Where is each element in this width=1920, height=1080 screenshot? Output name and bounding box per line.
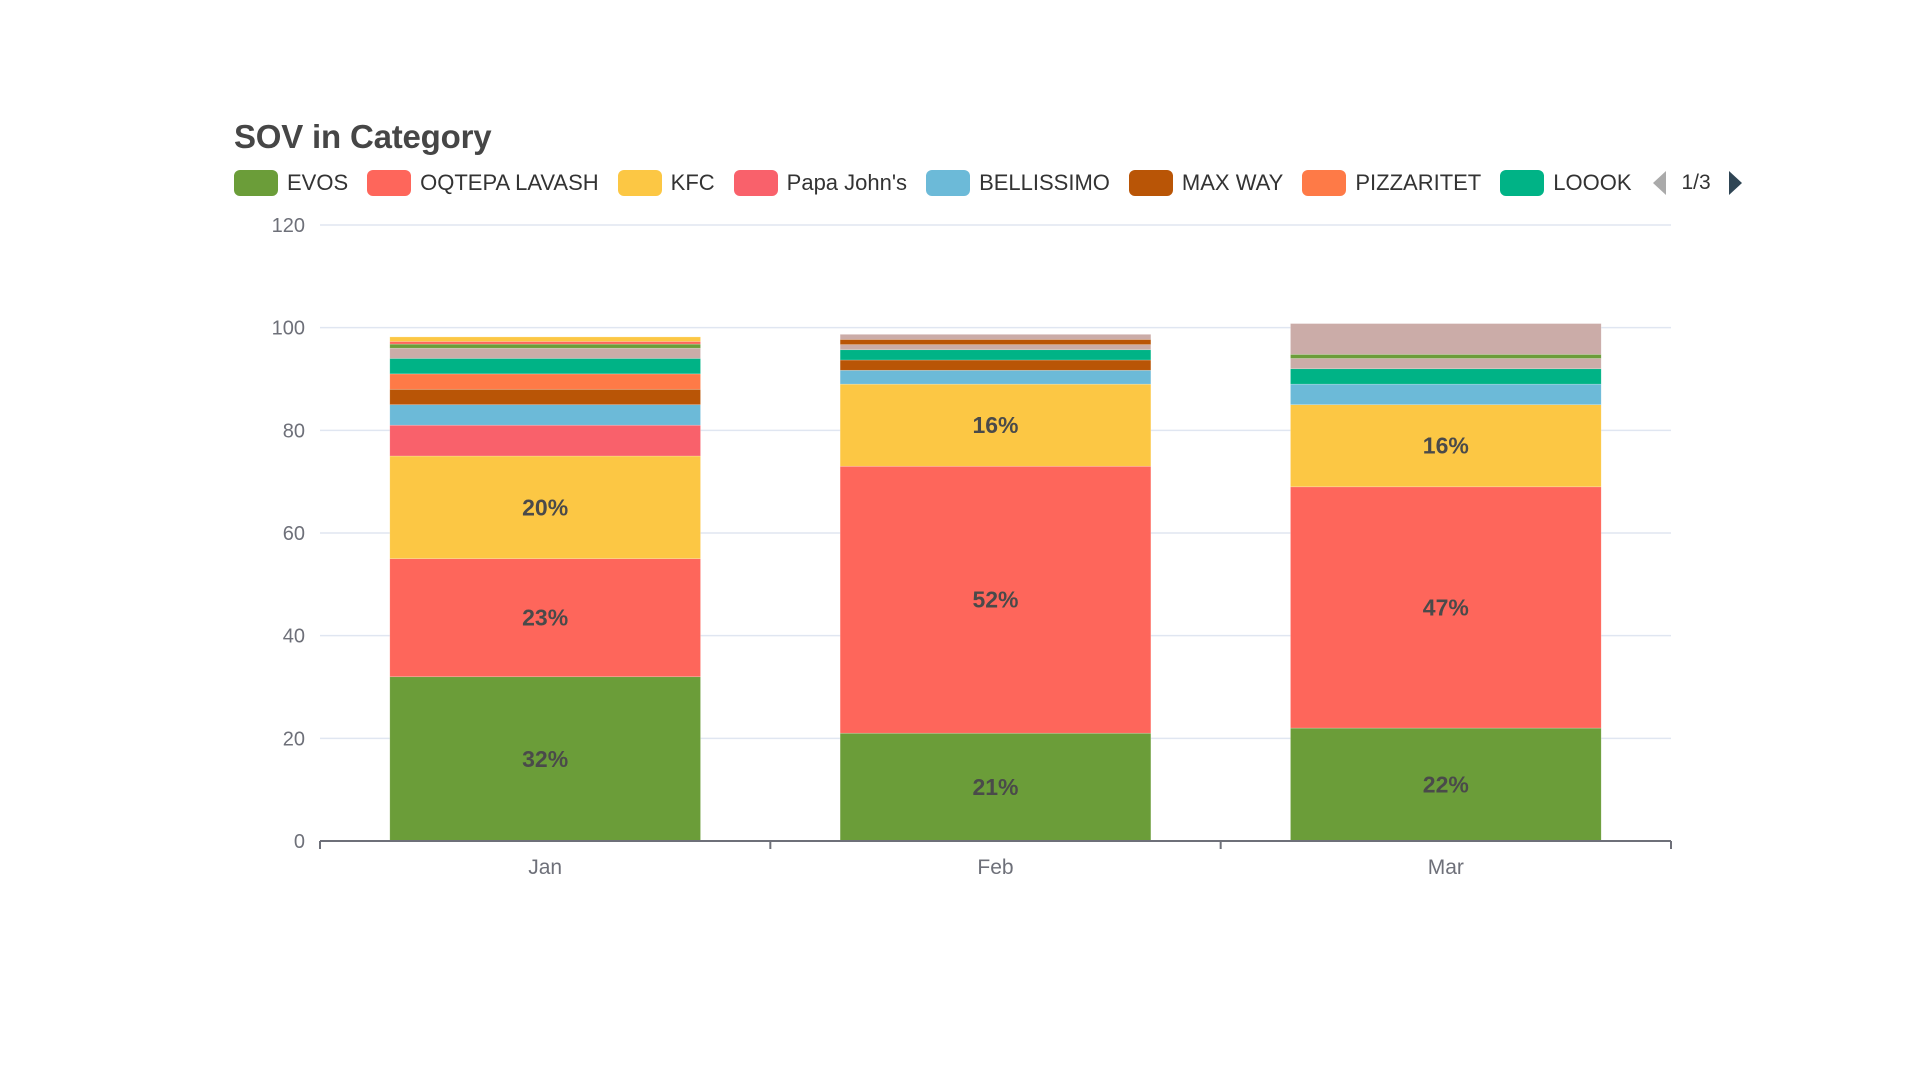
bar-segment[interactable] xyxy=(839,383,1152,467)
bar-segment[interactable] xyxy=(1290,368,1602,385)
y-tick-label: 120 xyxy=(272,215,305,237)
x-tick-label: Feb xyxy=(977,856,1013,879)
bar-segment[interactable] xyxy=(389,424,701,457)
legend-label: KFC xyxy=(670,169,715,195)
legend-label: MAX WAY xyxy=(1181,169,1284,195)
bar-segment[interactable] xyxy=(839,359,1152,371)
legend-swatch xyxy=(733,169,778,196)
bar-data-label: 20% xyxy=(522,494,568,520)
chart-title: SOV in Category xyxy=(234,118,492,155)
legend-swatch xyxy=(1500,169,1545,196)
legend-swatch xyxy=(234,169,278,196)
bar-data-label: 23% xyxy=(522,605,568,631)
axes: 0 20 40 60 80 100 120 Jan Feb Mar xyxy=(272,215,1672,879)
bar-segment[interactable] xyxy=(1290,354,1602,359)
bar-segment[interactable] xyxy=(1290,383,1602,405)
bar-segment[interactable] xyxy=(839,339,1152,345)
bar-segment[interactable] xyxy=(839,732,1152,842)
bar-segment[interactable] xyxy=(389,343,701,349)
legend-next-page-icon[interactable] xyxy=(1728,170,1742,195)
bar-segment[interactable] xyxy=(1290,404,1602,488)
legend-label: OQTEPA LAVASH xyxy=(420,169,599,195)
legend-label: Papa John's xyxy=(786,169,908,195)
bar-segment[interactable] xyxy=(389,347,701,359)
bar-data-label: 16% xyxy=(1423,433,1469,459)
legend-swatch xyxy=(617,169,662,196)
bar-data-label: 47% xyxy=(1423,594,1469,620)
bar-segment[interactable] xyxy=(1290,323,1602,355)
bar-segment[interactable] xyxy=(1290,358,1602,370)
legend-prev-page-icon[interactable] xyxy=(1652,170,1666,195)
bar-segment[interactable] xyxy=(389,341,701,345)
legend-item[interactable]: Papa John's xyxy=(733,169,908,196)
legend-page-indicator: 1/3 xyxy=(1681,170,1711,194)
legend-swatch xyxy=(1128,169,1173,196)
y-tick-label: 40 xyxy=(283,626,305,648)
legend-pager: 1/3 xyxy=(1652,170,1742,195)
legend-swatch xyxy=(926,169,971,196)
legend-item[interactable]: MAX WAY xyxy=(1128,169,1284,196)
legend-label: EVOS xyxy=(287,169,349,195)
legend-label: LOOOK xyxy=(1553,169,1632,195)
bar-segment[interactable] xyxy=(1290,727,1602,842)
legend: EVOS OQTEPA LAVASH KFC Papa John's BELLISSIM… xyxy=(234,169,1742,196)
bars xyxy=(389,323,1602,842)
y-tick-label: 0 xyxy=(294,831,305,853)
bar-segment[interactable] xyxy=(839,334,1152,340)
bar-labels: 32% 23% 20% 21% 52% 16% 22% 47% 16% xyxy=(522,412,1469,800)
legend-item[interactable]: KFC xyxy=(617,169,715,196)
bar-segment[interactable] xyxy=(389,336,701,342)
bar-data-label: 32% xyxy=(522,746,568,772)
y-tick-label: 80 xyxy=(283,420,305,442)
bar-segment[interactable] xyxy=(389,404,701,426)
bar-segment[interactable] xyxy=(1290,486,1602,729)
bar-segment[interactable] xyxy=(839,465,1152,734)
bar-data-label: 52% xyxy=(972,587,1018,613)
legend-item[interactable]: LOOOK xyxy=(1500,169,1632,196)
bar-data-label: 22% xyxy=(1423,772,1469,798)
bar-segment[interactable] xyxy=(839,344,1152,351)
x-tick-label: Mar xyxy=(1428,856,1464,879)
legend-item[interactable]: OQTEPA LAVASH xyxy=(367,169,599,196)
bar-segment[interactable] xyxy=(389,373,701,390)
bar-segment[interactable] xyxy=(389,676,701,842)
y-tick-label: 60 xyxy=(283,523,305,545)
y-tick-label: 100 xyxy=(272,318,305,340)
bar-segment[interactable] xyxy=(389,388,701,405)
legend-swatch xyxy=(367,169,412,196)
legend-item[interactable]: PIZZARITET xyxy=(1302,169,1482,196)
legend-swatch xyxy=(1302,169,1347,196)
bar-segment[interactable] xyxy=(839,349,1152,361)
y-tick-label: 20 xyxy=(283,728,305,750)
legend-label: BELLISSIMO xyxy=(979,169,1110,195)
bar-data-label: 21% xyxy=(972,774,1018,800)
legend-label: PIZZARITET xyxy=(1355,169,1482,195)
bar-segment[interactable] xyxy=(839,369,1152,385)
legend-item[interactable]: EVOS xyxy=(234,169,349,196)
legend-item[interactable]: BELLISSIMO xyxy=(926,169,1110,196)
bar-data-label: 16% xyxy=(972,412,1018,438)
x-tick-label: Jan xyxy=(528,856,562,879)
bar-segment[interactable] xyxy=(389,358,701,375)
